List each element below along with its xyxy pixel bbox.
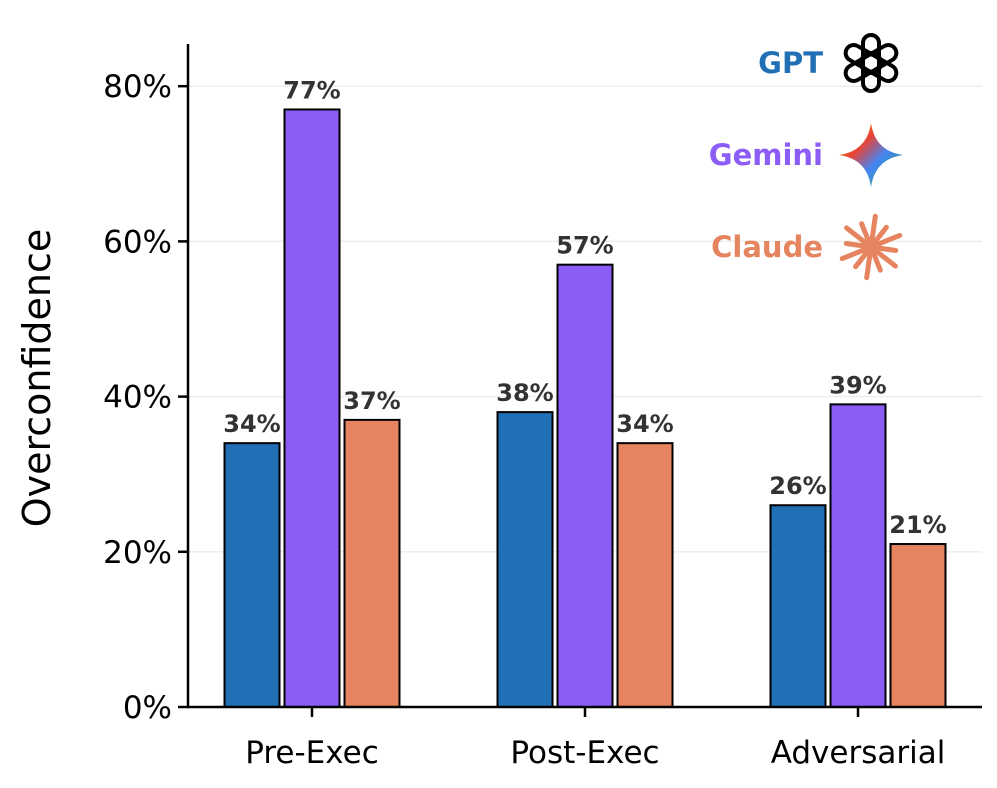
y-axis-title: Overconfidence: [15, 229, 59, 528]
data-label: 77%: [283, 76, 340, 104]
y-tick-label: 20%: [103, 535, 172, 571]
y-tick-label: 60%: [103, 224, 172, 260]
y-tick-label: 0%: [123, 690, 172, 726]
legend: GPT Gemini Claude: [709, 33, 903, 281]
bars: [223, 108, 947, 709]
claude-burst-icon: [839, 213, 903, 281]
data-labels: 34% 77% 37% 38% 57% 34% 26% 39% 21%: [223, 76, 946, 539]
legend-label-gpt: GPT: [758, 46, 823, 80]
y-axis-ticks: 0% 20% 40% 60% 80%: [103, 69, 188, 726]
data-label: 34%: [223, 410, 280, 438]
openai-logo-icon: [843, 33, 899, 93]
data-label: 38%: [496, 379, 553, 407]
bar-claude-post-exec: [616, 442, 674, 708]
bar-claude-adversarial: [889, 543, 947, 708]
bar-gpt-adversarial: [769, 504, 827, 708]
data-label: 37%: [343, 387, 400, 415]
bar-gpt-post-exec: [496, 411, 554, 708]
data-label: 39%: [829, 371, 886, 399]
x-tick-label: Post-Exec: [510, 735, 659, 771]
bar-gpt-pre-exec: [223, 442, 281, 708]
bar-gemini-adversarial: [829, 403, 887, 708]
data-label: 26%: [769, 472, 826, 500]
x-tick-label: Adversarial: [771, 735, 946, 771]
bar-gemini-post-exec: [556, 263, 614, 708]
legend-label-gemini: Gemini: [709, 138, 823, 172]
y-tick-label: 80%: [103, 69, 172, 105]
data-label: 57%: [556, 232, 613, 260]
x-axis-ticks: Pre-Exec Post-Exec Adversarial: [245, 707, 945, 771]
data-label: 21%: [889, 511, 946, 539]
legend-label-claude: Claude: [711, 230, 823, 264]
data-label: 34%: [616, 410, 673, 438]
y-tick-label: 40%: [103, 380, 172, 416]
bar-gemini-pre-exec: [283, 108, 341, 709]
bar-claude-pre-exec: [343, 418, 401, 708]
x-tick-label: Pre-Exec: [245, 735, 379, 771]
gemini-star-icon: [839, 123, 903, 187]
